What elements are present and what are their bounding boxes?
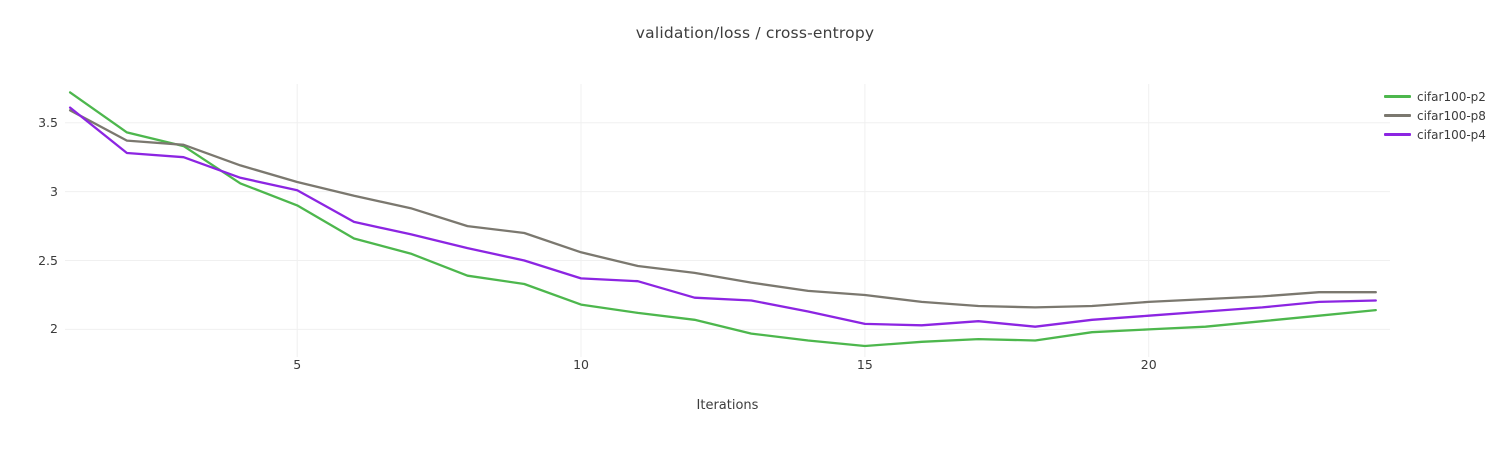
legend-line-swatch (1384, 114, 1411, 117)
legend: cifar100-p2 cifar100-p8 cifar100-p4 (1384, 87, 1486, 144)
x-tick-label: 15 (856, 357, 873, 372)
x-tick-label: 20 (1140, 357, 1157, 372)
series-line-cifar100-p2[interactable] (68, 91, 1377, 348)
x-axis-title: Iterations (696, 398, 759, 413)
plot-area[interactable] (65, 80, 1390, 357)
legend-label: cifar100-p4 (1417, 127, 1486, 142)
y-tick-label: 2.5 (38, 252, 58, 268)
y-tick-label: 2 (50, 321, 58, 337)
legend-item-cifar100-p8[interactable]: cifar100-p8 (1384, 106, 1486, 125)
legend-label: cifar100-p2 (1417, 89, 1486, 104)
series-line-cifar100-p4[interactable] (68, 106, 1377, 328)
legend-line-swatch (1384, 133, 1411, 136)
legend-label: cifar100-p8 (1417, 108, 1486, 123)
line-plot-svg (65, 84, 1390, 357)
x-tick-label: 5 (293, 357, 302, 372)
x-tick-label: 10 (573, 357, 589, 372)
legend-item-cifar100-p2[interactable]: cifar100-p2 (1384, 87, 1486, 106)
chart-title: validation/loss / cross-entropy (635, 24, 875, 42)
y-tick-label: 3.5 (38, 114, 58, 130)
y-tick-label: 3 (50, 183, 58, 199)
legend-line-swatch (1384, 95, 1411, 98)
series-line-cifar100-p8[interactable] (68, 109, 1377, 309)
legend-item-cifar100-p4[interactable]: cifar100-p4 (1384, 125, 1486, 144)
